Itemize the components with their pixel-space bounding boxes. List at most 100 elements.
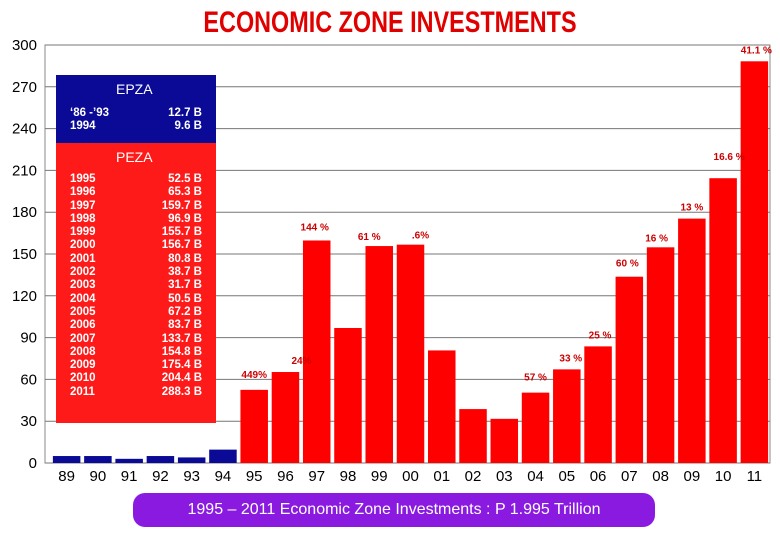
peza-value: 80.8 B: [168, 252, 202, 265]
bar: [177, 457, 206, 463]
y-tick-label: 240: [12, 121, 37, 138]
bar: [490, 418, 519, 463]
bar: [396, 244, 425, 463]
x-tick-label: 89: [58, 468, 75, 485]
y-tick-label: 300: [12, 37, 37, 54]
y-tick-label: 90: [20, 330, 37, 347]
peza-value: 156.7 B: [161, 239, 202, 252]
epza-year: ‘86 -’93: [70, 107, 109, 119]
x-tick-label: 08: [652, 468, 669, 485]
x-tick-label: 97: [308, 468, 325, 485]
bar: [553, 369, 581, 463]
y-tick-label: 210: [12, 162, 37, 179]
percent-annotation: 33 %: [559, 353, 582, 364]
peza-year: 2005: [70, 305, 96, 318]
bar: [146, 456, 175, 463]
x-tick-label: 95: [246, 468, 263, 485]
footer-banner: 1995 – 2011 Economic Zone Investments : …: [133, 493, 655, 527]
peza-year: 2004: [70, 292, 96, 305]
bar: [709, 178, 737, 463]
peza-value: 83.7 B: [168, 319, 202, 332]
y-tick-label: 0: [29, 455, 37, 472]
y-tick-label: 180: [12, 204, 37, 221]
peza-value: 175.4 B: [161, 359, 202, 372]
x-tick-label: 05: [558, 468, 575, 485]
percent-annotation: 16 %: [645, 233, 668, 244]
percent-annotation: 57 %: [524, 373, 547, 384]
y-tick-label: 150: [12, 246, 37, 263]
peza-value: 50.5 B: [168, 292, 202, 305]
bar: [302, 240, 331, 463]
peza-value: 31.7 B: [168, 279, 202, 292]
peza-year: 1997: [70, 199, 96, 212]
x-tick-label: 11: [747, 468, 763, 485]
peza-year: 2006: [70, 319, 96, 332]
percent-annotation: 24%: [291, 356, 311, 367]
bar: [84, 456, 112, 463]
x-tick-label: 98: [340, 468, 357, 485]
peza-year: 1996: [70, 186, 96, 199]
bar: [740, 61, 769, 463]
peza-value: 96.9 B: [168, 212, 202, 225]
bar: [115, 458, 143, 463]
chart-title: ECONOMIC ZONE INVESTMENTS: [203, 6, 577, 39]
peza-value: 65.3 B: [168, 186, 202, 199]
peza-value: 204.4 B: [161, 372, 202, 385]
peza-year: 2009: [70, 359, 96, 372]
bar: [521, 392, 550, 463]
x-tick-label: 91: [121, 468, 138, 485]
epza-year: 1994: [70, 120, 96, 133]
peza-year: 2010: [70, 372, 96, 385]
peza-year: 2008: [70, 345, 96, 358]
peza-year: 2000: [70, 239, 96, 252]
x-tick-label: 93: [183, 468, 200, 485]
peza-year: 2003: [70, 279, 96, 292]
peza-value: 38.7 B: [168, 266, 202, 279]
epza-legend-box: EPZA ‘86 -’93 1994 12.7 B 9.6 B: [56, 75, 216, 143]
percent-annotation: 61 %: [358, 232, 381, 243]
x-tick-label: 94: [215, 468, 232, 485]
x-tick-label: 07: [621, 468, 638, 485]
percent-annotation: 449%: [241, 370, 267, 381]
percent-annotation: 16.6 %: [714, 152, 745, 163]
epza-label: EPZA: [116, 81, 153, 97]
y-tick-label: 60: [20, 371, 37, 388]
bar: [52, 456, 81, 463]
peza-value: 67.2 B: [168, 305, 202, 318]
bar: [428, 350, 456, 463]
x-tick-label: 00: [402, 468, 419, 485]
peza-legend-box: PEZA 1995 1996 1997 1998 1999 2000 2001 2002 200…: [56, 143, 216, 423]
bar: [459, 409, 487, 463]
x-tick-label: 04: [527, 468, 544, 485]
epza-value: 9.6 B: [174, 120, 203, 133]
peza-value: 155.7 B: [161, 226, 202, 239]
peza-year: 2007: [70, 332, 96, 345]
percent-annotation: 25 %: [589, 330, 612, 341]
peza-year: 2002: [70, 266, 96, 279]
percent-annotation: 144 %: [301, 222, 329, 233]
x-tick-label: 02: [465, 468, 482, 485]
percent-annotation: .6%: [412, 231, 429, 242]
bar: [271, 372, 300, 463]
epza-values: 12.7 B 9.6 B: [168, 107, 202, 134]
peza-value: 288.3 B: [161, 385, 202, 398]
percent-annotation: 13 %: [680, 203, 703, 214]
y-tick-label: 30: [20, 413, 37, 430]
y-tick-label: 270: [12, 79, 37, 96]
peza-years: 1995 1996 1997 1998 1999 2000 2001 2002 2003 2004…: [70, 173, 96, 399]
peza-year: 1995: [70, 173, 96, 185]
bar: [334, 327, 362, 463]
peza-value: 133.7 B: [161, 332, 202, 345]
x-tick-label: 99: [371, 468, 388, 485]
peza-label: PEZA: [116, 149, 153, 165]
peza-value: 154.8 B: [161, 345, 202, 358]
x-tick-label: 09: [684, 468, 701, 485]
x-tick-label: 96: [277, 468, 294, 485]
peza-value: 159.7 B: [161, 199, 202, 212]
epza-value: 12.7 B: [168, 107, 202, 119]
x-tick-label: 06: [590, 468, 607, 485]
peza-year: 1999: [70, 226, 96, 239]
y-tick-label: 120: [12, 288, 37, 305]
x-tick-label: 90: [90, 468, 107, 485]
